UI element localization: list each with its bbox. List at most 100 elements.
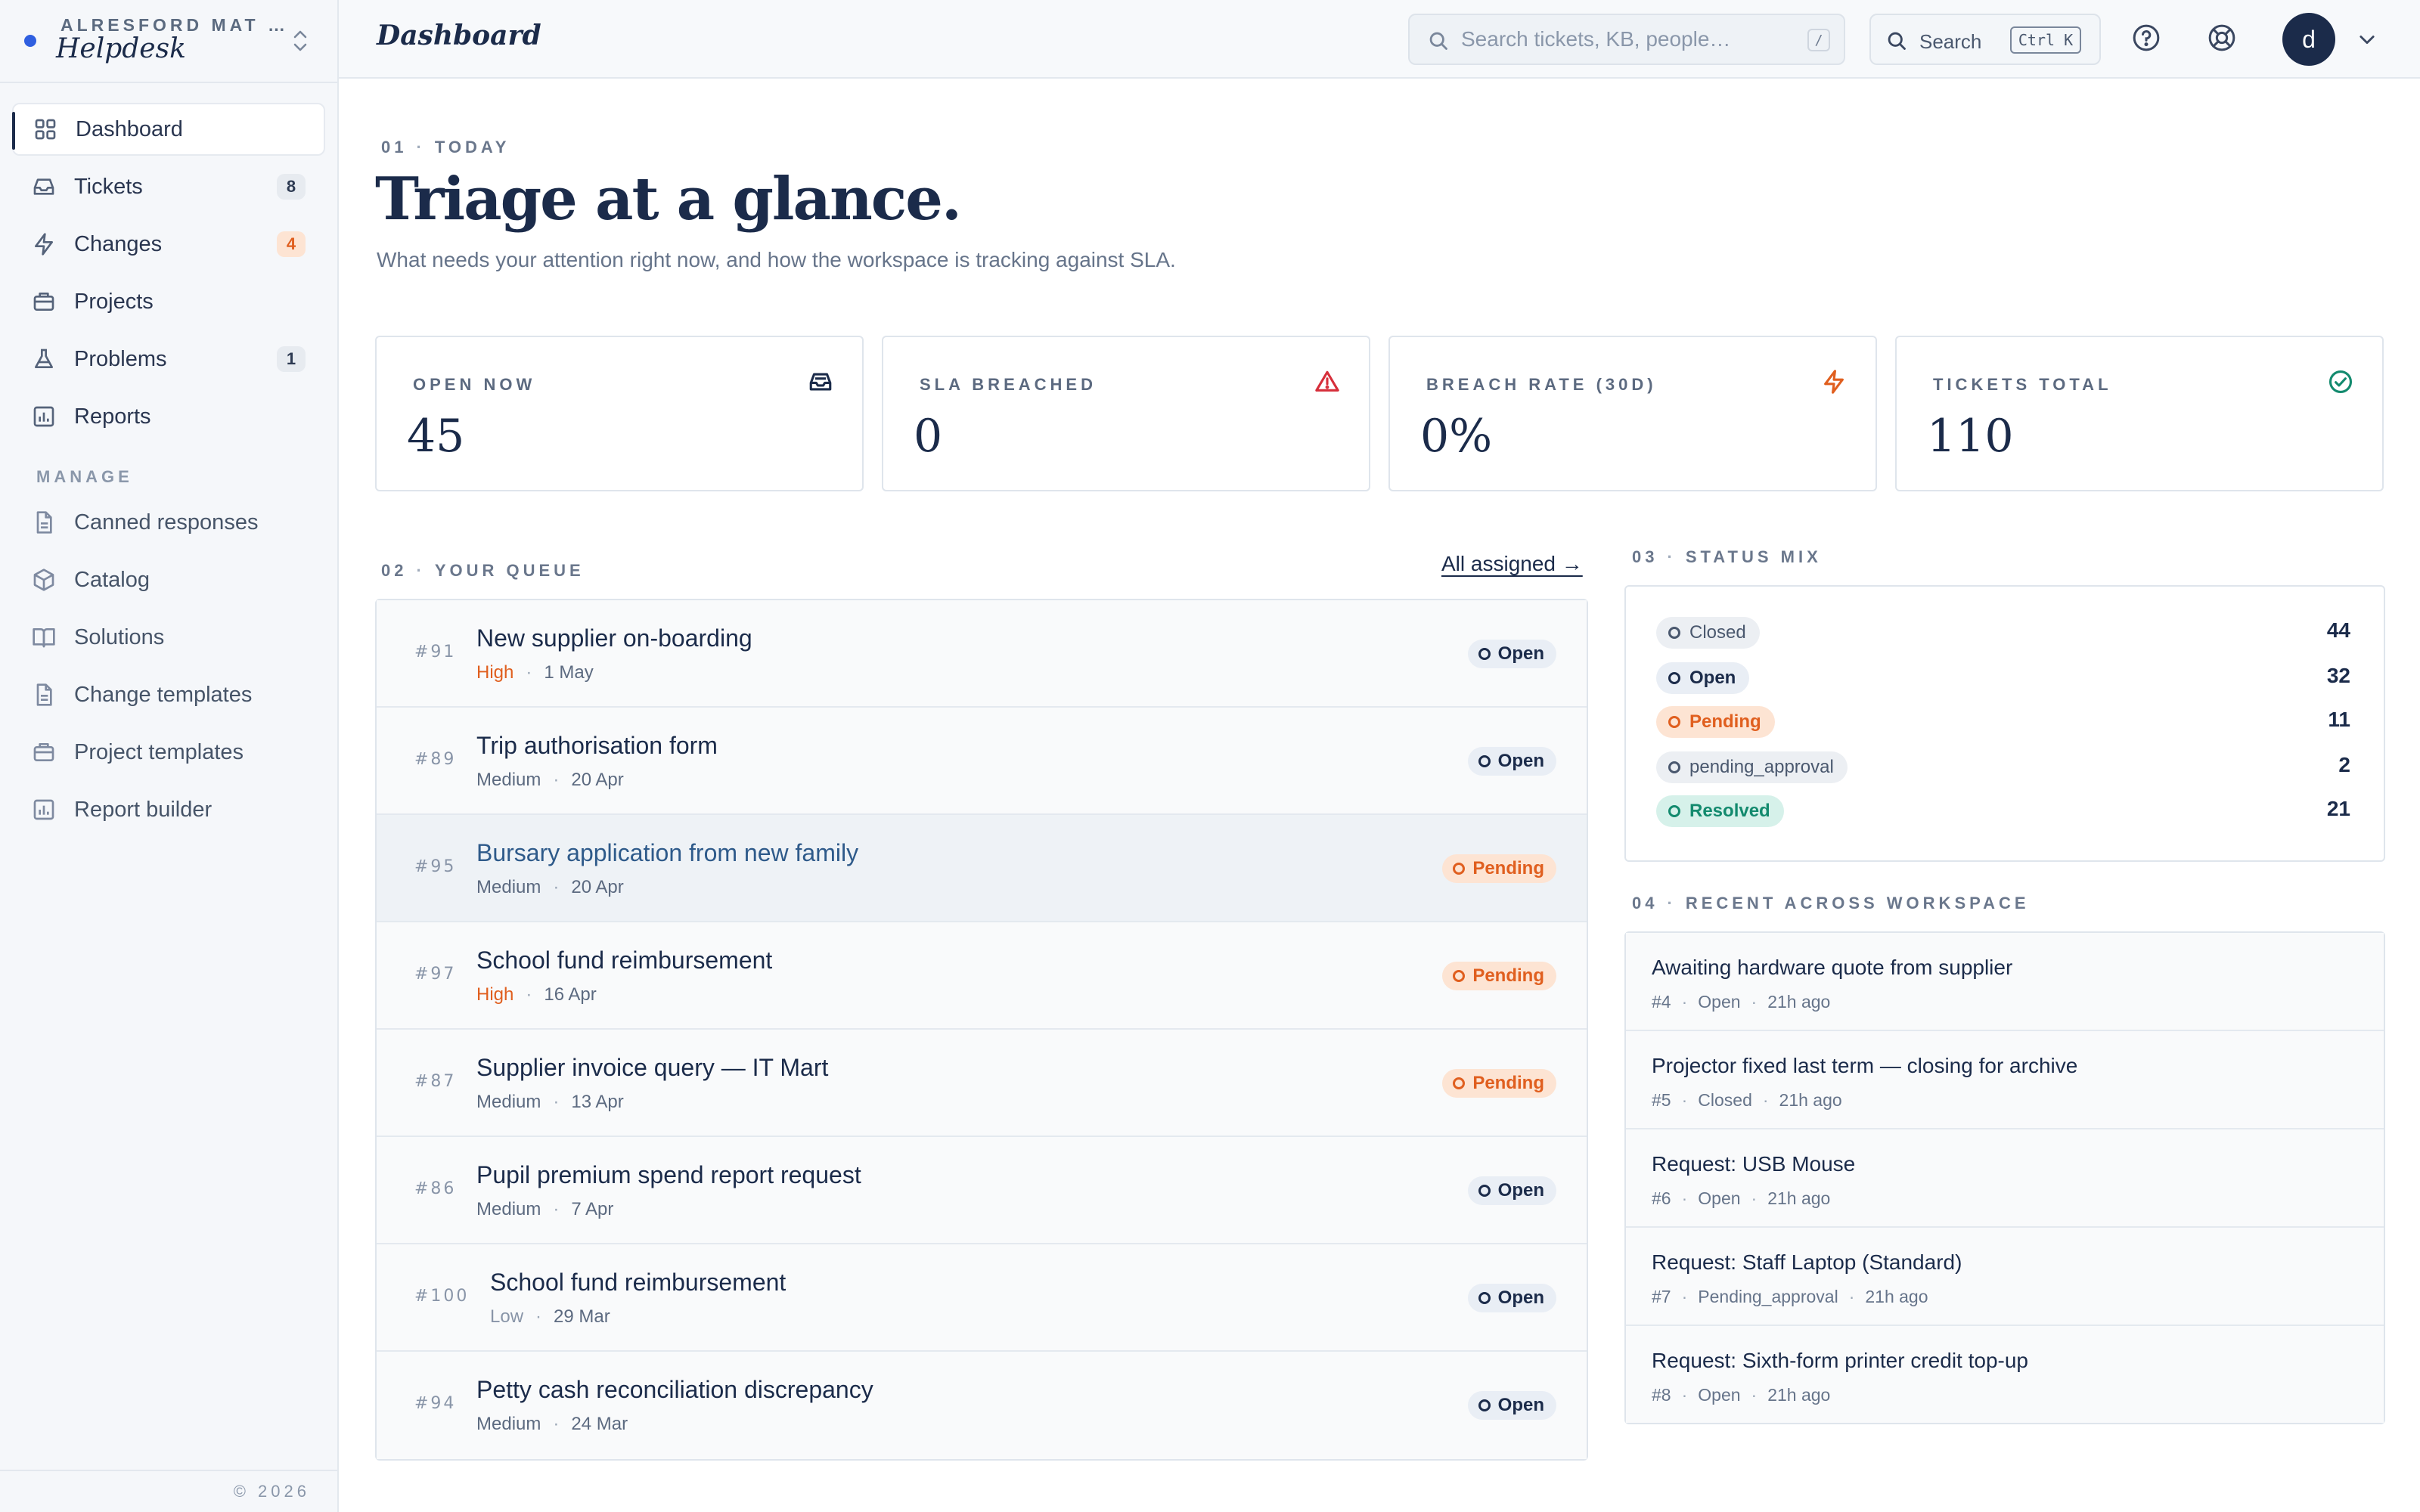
status-mix-row[interactable]: Pending 11 bbox=[1656, 703, 2352, 739]
section-eyebrow-queue: 02 · YOUR QUEUE bbox=[381, 561, 585, 581]
status-mix-row[interactable]: Open 32 bbox=[1656, 659, 2352, 696]
queue-row[interactable]: #94 Petty cash reconciliation discrepanc… bbox=[377, 1352, 1587, 1459]
queue-row[interactable]: #91 New supplier on-boarding High · 1 May … bbox=[377, 600, 1587, 708]
avatar[interactable]: d bbox=[2282, 13, 2335, 66]
sidebar-item-reports[interactable]: Reports bbox=[12, 390, 325, 443]
check-circle-icon bbox=[2328, 370, 2353, 394]
ticket-status: Pending_approval bbox=[1698, 1287, 1838, 1306]
status-badge: Open bbox=[1467, 747, 1556, 776]
status-ring-icon bbox=[1453, 970, 1466, 982]
ticket-title[interactable]: Supplier invoice query — IT Mart bbox=[476, 1054, 829, 1081]
search-input[interactable] bbox=[1461, 24, 1794, 54]
ticket-title[interactable]: School fund reimbursement bbox=[476, 947, 773, 974]
stat-card-sla-breached[interactable]: SLA BREACHED 0 bbox=[882, 336, 1370, 491]
recent-row[interactable]: Projector fixed last term — closing for … bbox=[1626, 1031, 2384, 1129]
ticket-priority: High bbox=[476, 984, 514, 1005]
stat-card-breach-rate[interactable]: BREACH RATE (30D) 0% bbox=[1388, 336, 1877, 491]
status-mix-row[interactable]: Closed 44 bbox=[1656, 614, 2352, 650]
status-badge: Pending bbox=[1442, 854, 1556, 883]
ticket-title[interactable]: Bursary application from new family bbox=[476, 839, 859, 866]
separator-dot: · bbox=[526, 984, 532, 1005]
chevron-down-icon[interactable] bbox=[2356, 29, 2378, 50]
sidebar-item-catalog[interactable]: Catalog bbox=[12, 553, 325, 606]
sidebar-item-changes[interactable]: Changes 4 bbox=[12, 218, 325, 271]
sidebar-item-problems[interactable]: Problems 1 bbox=[12, 333, 325, 386]
section-number: 01 bbox=[381, 138, 408, 156]
queue-row[interactable]: #87 Supplier invoice query — IT Mart Med… bbox=[377, 1030, 1587, 1137]
briefcase-icon bbox=[33, 743, 54, 761]
recent-row[interactable]: Request: USB Mouse #6 · Open · 21h ago bbox=[1626, 1129, 2384, 1228]
sidebar-item-dashboard[interactable]: Dashboard bbox=[12, 103, 325, 156]
count-badge: 4 bbox=[277, 231, 306, 257]
recent-row[interactable]: Request: Staff Laptop (Standard) #7 · Pend… bbox=[1626, 1228, 2384, 1326]
status-badge: Open bbox=[1467, 1176, 1556, 1205]
recent-row[interactable]: Request: Sixth-form printer credit top-u… bbox=[1626, 1326, 2384, 1423]
ticket-id: #100 bbox=[414, 1287, 470, 1306]
workspace-switcher[interactable]: ALRESFORD MAT … Helpdesk bbox=[0, 0, 337, 83]
status-label: Open bbox=[1689, 668, 1736, 688]
status-mix-row[interactable]: Resolved 21 bbox=[1656, 792, 2352, 829]
separator-dot: · bbox=[553, 770, 560, 790]
queue-row[interactable]: #89 Trip authorisation form Medium · 20 Ap… bbox=[377, 708, 1587, 815]
section-number: 02 bbox=[381, 561, 408, 580]
sidebar-item-label: Report builder bbox=[74, 797, 213, 822]
sidebar-item-tickets[interactable]: Tickets 8 bbox=[12, 160, 325, 213]
time-ago: 21h ago bbox=[1779, 1090, 1842, 1110]
sidebar-item-project-templates[interactable]: Project templates bbox=[12, 726, 325, 779]
recent-title[interactable]: Request: USB Mouse bbox=[1652, 1152, 1856, 1176]
sidebar-item-report-builder[interactable]: Report builder bbox=[12, 783, 325, 836]
sidebar-item-label: Changes bbox=[74, 231, 163, 256]
separator-dot: · bbox=[553, 877, 560, 897]
queue-row[interactable]: #97 School fund reimbursement High · 16 Ap… bbox=[377, 922, 1587, 1030]
ticket-title[interactable]: School fund reimbursement bbox=[490, 1269, 786, 1296]
recent-title[interactable]: Request: Staff Laptop (Standard) bbox=[1652, 1250, 1962, 1274]
separator-dot: · bbox=[1681, 992, 1688, 1012]
status-label: Open bbox=[1497, 751, 1544, 771]
recent-row[interactable]: Awaiting hardware quote from supplier #4… bbox=[1626, 933, 2384, 1031]
status-label: Resolved bbox=[1689, 801, 1770, 821]
bar-chart-icon bbox=[33, 799, 54, 820]
queue-row[interactable]: #100 School fund reimbursement Low · 29 Ma… bbox=[377, 1244, 1587, 1352]
recent-title[interactable]: Projector fixed last term — closing for … bbox=[1652, 1054, 2078, 1077]
sidebar-item-canned-responses[interactable]: Canned responses bbox=[12, 496, 325, 549]
briefcase-icon bbox=[33, 293, 54, 311]
top-bar: Dashboard / Search Ctrl K d bbox=[339, 0, 2420, 79]
separator-dot: · bbox=[535, 1306, 542, 1327]
status-count: 44 bbox=[2326, 618, 2350, 642]
chevron-up-down-icon bbox=[293, 30, 307, 51]
recent-title[interactable]: Awaiting hardware quote from supplier bbox=[1652, 956, 2013, 979]
ticket-title[interactable]: Trip authorisation form bbox=[476, 732, 718, 759]
ticket-id: #91 bbox=[414, 643, 457, 662]
command-palette-button[interactable]: Search Ctrl K bbox=[1869, 14, 2101, 65]
queue-row[interactable]: #86 Pupil premium spend report request M… bbox=[377, 1137, 1587, 1244]
warning-triangle-icon bbox=[1315, 370, 1339, 392]
all-assigned-link[interactable]: All assigned → bbox=[1441, 552, 1583, 575]
sidebar-item-label: Problems bbox=[74, 346, 167, 371]
sidebar-item-label: Catalog bbox=[74, 567, 150, 592]
ticket-title[interactable]: Petty cash reconciliation discrepancy bbox=[476, 1376, 873, 1403]
ticket-meta: Medium · 20 Apr bbox=[476, 770, 624, 791]
bolt-icon bbox=[35, 233, 53, 256]
queue-row[interactable]: #95 Bursary application from new family … bbox=[377, 815, 1587, 922]
stat-label: BREACH RATE (30D) bbox=[1426, 375, 1657, 394]
stat-label: OPEN NOW bbox=[413, 375, 536, 394]
ticket-title[interactable]: Pupil premium spend report request bbox=[476, 1161, 861, 1188]
recent-meta: #7 · Pending_approval · 21h ago bbox=[1652, 1287, 1928, 1307]
help-icon[interactable] bbox=[2131, 23, 2161, 53]
status-mix-card: Closed 44 Open 32 Pending 11 pending_app… bbox=[1624, 585, 2385, 862]
global-search[interactable]: / bbox=[1408, 14, 1845, 65]
ticket-priority: Low bbox=[490, 1306, 524, 1327]
stat-card-open-now[interactable]: OPEN NOW 45 bbox=[375, 336, 864, 491]
stat-card-tickets-total[interactable]: TICKETS TOTAL 110 bbox=[1895, 336, 2384, 491]
sidebar-item-change-templates[interactable]: Change templates bbox=[12, 668, 325, 721]
sidebar-footer: © 2026 bbox=[0, 1470, 337, 1512]
sidebar-item-projects[interactable]: Projects bbox=[12, 275, 325, 328]
status-badge: Resolved bbox=[1656, 795, 1784, 827]
support-lifebuoy-icon[interactable] bbox=[2207, 23, 2237, 53]
status-mix-row[interactable]: pending_approval 2 bbox=[1656, 748, 2352, 785]
sidebar-item-solutions[interactable]: Solutions bbox=[12, 611, 325, 664]
ticket-title[interactable]: New supplier on-boarding bbox=[476, 624, 752, 652]
recent-title[interactable]: Request: Sixth-form printer credit top-u… bbox=[1652, 1349, 2028, 1372]
ticket-id: #87 bbox=[414, 1072, 457, 1091]
status-badge: Pending bbox=[1656, 706, 1775, 738]
